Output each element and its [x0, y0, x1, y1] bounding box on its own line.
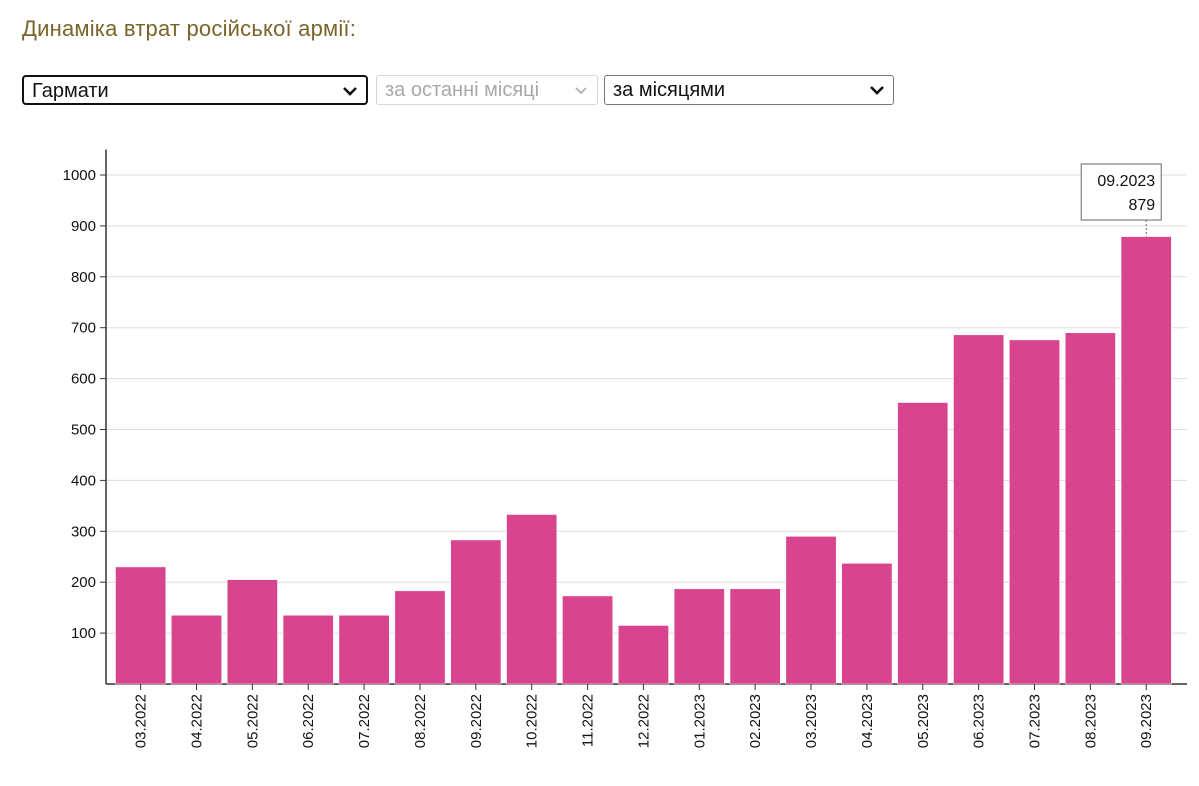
x-tick-label: 02.2023: [747, 694, 764, 748]
x-tick-label: 08.2022: [412, 694, 429, 748]
bar-03.2023[interactable]: [785, 536, 837, 685]
bar-07.2022[interactable]: [338, 615, 390, 685]
bar-03.2022[interactable]: [115, 566, 167, 685]
y-tick-label: 400: [71, 472, 96, 489]
bar-02.2023[interactable]: [729, 588, 781, 685]
chevron-down-icon: [575, 87, 587, 95]
y-tick-label: 1000: [63, 167, 96, 184]
bar-09.2022[interactable]: [450, 539, 502, 685]
x-tick-label: 01.2023: [691, 694, 708, 748]
bar-06.2023[interactable]: [953, 334, 1005, 685]
y-tick-label: 100: [71, 625, 96, 642]
bar-05.2022[interactable]: [226, 579, 278, 685]
grouping-select-value: за місяцями: [613, 79, 726, 101]
y-tick-label: 900: [71, 218, 96, 235]
metric-select[interactable]: Гармати: [22, 75, 368, 105]
tooltip-label: 09.2023: [1097, 173, 1155, 190]
bar-06.2022[interactable]: [282, 615, 334, 685]
x-tick-label: 03.2022: [133, 694, 150, 748]
x-tick-label: 05.2023: [915, 694, 932, 748]
x-tick-label: 07.2023: [1026, 694, 1043, 748]
grouping-select[interactable]: за місяцями: [604, 75, 894, 105]
y-tick-label: 300: [71, 523, 96, 540]
tooltip-value: 879: [1129, 197, 1156, 214]
x-tick-label: 12.2022: [635, 694, 652, 748]
period-select[interactable]: за останні місяці: [376, 75, 598, 105]
y-tick-label: 800: [71, 269, 96, 286]
metric-select-value: Гармати: [32, 80, 109, 102]
y-tick-label: 500: [71, 422, 96, 439]
x-tick-label: 10.2022: [524, 694, 541, 748]
x-tick-label: 09.2022: [468, 694, 485, 748]
chevron-down-icon: [870, 86, 884, 95]
tooltip-box: [1080, 163, 1162, 221]
bar-12.2022[interactable]: [618, 625, 669, 685]
x-tick-label: 06.2022: [300, 694, 317, 748]
period-select-value: за останні місяці: [385, 79, 540, 101]
x-tick-label: 05.2022: [244, 694, 261, 748]
y-tick-label: 600: [71, 371, 96, 388]
x-tick-label: 03.2023: [803, 694, 820, 748]
x-tick-label: 06.2023: [971, 694, 988, 748]
bar-08.2023[interactable]: [1064, 332, 1116, 685]
bar-04.2023[interactable]: [841, 563, 893, 685]
x-tick-label: 09.2023: [1138, 694, 1155, 748]
bar-01.2023[interactable]: [673, 588, 725, 685]
bar-10.2022[interactable]: [506, 514, 558, 685]
x-tick-label: 04.2023: [859, 694, 876, 748]
x-tick-label: 08.2023: [1082, 694, 1099, 748]
page-title: Динаміка втрат російської армії:: [22, 16, 357, 41]
y-tick-label: 700: [71, 320, 96, 337]
bar-11.2022[interactable]: [562, 595, 613, 685]
bar-08.2022[interactable]: [394, 590, 446, 685]
bar-09.2023[interactable]: [1120, 236, 1172, 685]
y-tick-label: 200: [71, 574, 96, 591]
x-tick-label: 07.2022: [356, 694, 373, 748]
chevron-down-icon: [343, 87, 357, 96]
bar-05.2023[interactable]: [897, 402, 949, 685]
bar-04.2022[interactable]: [171, 615, 222, 685]
x-tick-label: 04.2022: [189, 694, 206, 748]
x-tick-label: 11.2022: [580, 694, 597, 747]
bar-07.2023[interactable]: [1009, 339, 1060, 685]
